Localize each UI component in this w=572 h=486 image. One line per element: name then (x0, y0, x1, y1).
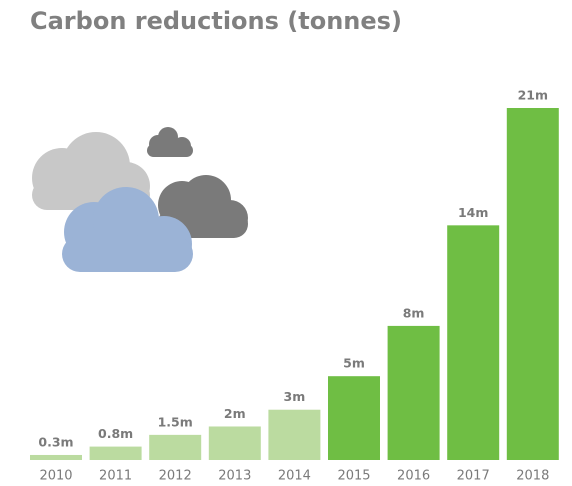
x-tick-label: 2018 (516, 469, 549, 484)
bar (30, 454, 82, 460)
bar (447, 225, 500, 460)
x-tick-label: 2012 (159, 469, 192, 484)
cloud-blue (62, 187, 193, 272)
bar (328, 376, 380, 460)
value-label: 0.8m (98, 426, 133, 441)
x-tick-label: 2017 (457, 469, 490, 484)
x-tick-label: 2015 (337, 469, 370, 484)
bar (268, 409, 321, 460)
x-tick-label: 2013 (218, 469, 251, 484)
x-tick-label: 2010 (39, 469, 72, 484)
value-label: 2m (224, 406, 246, 421)
bar (387, 325, 440, 460)
bar (89, 446, 142, 460)
value-label: 0.3m (38, 434, 73, 449)
bar (506, 108, 559, 460)
bar (149, 434, 202, 460)
clouds (32, 127, 248, 272)
chart-title: Carbon reductions (tonnes) (30, 7, 402, 35)
x-tick-label: 2011 (99, 469, 132, 484)
value-label: 8m (403, 305, 425, 320)
value-label: 21m (518, 88, 548, 103)
x-tick-label: 2014 (278, 469, 311, 484)
cloud-small (147, 127, 193, 157)
value-label: 5m (343, 356, 365, 371)
x-tick-label: 2016 (397, 469, 430, 484)
value-label: 3m (284, 389, 306, 404)
value-label: 14m (458, 205, 488, 220)
bar (208, 426, 261, 460)
value-label: 1.5m (158, 414, 193, 429)
